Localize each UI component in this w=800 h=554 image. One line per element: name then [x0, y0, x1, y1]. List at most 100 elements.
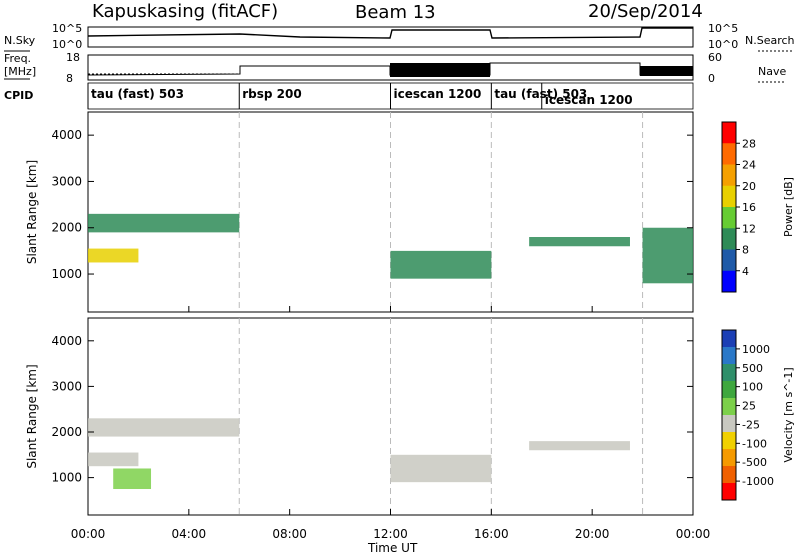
cpid-segment-label: tau (fast) 503	[91, 87, 184, 101]
cpid-segments: tau (fast) 503 rbsp 200 icescan 1200 tau (f…	[87, 83, 633, 109]
nsky-trace	[87, 27, 693, 39]
power-cbar-swatch	[722, 164, 736, 187]
nsky-label: N.Sky	[4, 34, 36, 47]
vel-cbar-swatch	[722, 466, 736, 484]
nave-tick-60: 60	[708, 51, 722, 64]
time-tick-label: 04:00	[172, 527, 207, 541]
cpid-segment-label: rbsp 200	[242, 87, 301, 101]
power-cbar-tick-label: 4	[742, 265, 749, 278]
velocity-echo-band	[88, 452, 139, 467]
power-cbar-swatch	[722, 143, 736, 165]
power-ytick-label: 3000	[51, 174, 82, 188]
vel-cbar-swatch	[722, 432, 736, 450]
vel-cbar-tick-label: -500	[742, 456, 767, 469]
power-ytick-label: 4000	[51, 128, 82, 142]
power-echo-band	[529, 237, 630, 247]
vel-cbar-tick-label: 1000	[742, 343, 770, 356]
velocity-panel: 1000 2000 3000 4000 Slant Range [km]	[25, 317, 694, 516]
nave-trace	[88, 62, 640, 75]
freq-tick-8: 8	[66, 72, 73, 85]
vel-cbar-swatch	[722, 330, 736, 348]
power-echo-band	[390, 250, 492, 279]
power-cbar-swatch	[722, 207, 736, 229]
vel-cbar-tick-label: -25	[742, 418, 760, 431]
time-tick-label: 20:00	[575, 527, 610, 541]
freq-label: Freq.	[4, 52, 31, 65]
power-cbar-tick-label: 28	[742, 137, 756, 150]
power-echo-band	[642, 227, 693, 284]
vel-cbar-tick-label: -100	[742, 437, 767, 450]
velocity-echo-band	[88, 418, 240, 437]
vel-cbar-swatch	[722, 483, 736, 501]
nave-dense-block-2	[640, 66, 693, 76]
vel-cbar-tick-label: -1000	[742, 475, 774, 488]
cpid-label: CPID	[4, 89, 33, 102]
x-axis-label: Time UT	[367, 541, 418, 554]
power-cbar-label: Power [dB]	[782, 177, 795, 237]
nave-tick-0: 0	[708, 72, 715, 85]
vel-cbar-swatch	[722, 364, 736, 382]
power-panel: 1000 2000 3000 4000 Slant Range [km]	[25, 111, 694, 313]
beam-label: Beam 13	[355, 2, 436, 23]
cpid-segment-label: icescan 1200	[545, 93, 633, 107]
vel-cbar-tick-label: 25	[742, 400, 756, 413]
power-cbar-tick-label: 8	[742, 244, 749, 257]
power-cbar-swatch	[722, 249, 736, 272]
vel-cbar-swatch	[722, 381, 736, 399]
time-tick-label: 00:00	[676, 527, 711, 541]
time-tick-label: 00:00	[71, 527, 106, 541]
time-axis: 00:00 04:00 08:00 12:00 16:00 20:00 00:00	[71, 527, 711, 541]
cpid-segment-label: tau (fast) 503	[494, 87, 587, 101]
power-cbar-swatch	[722, 185, 736, 208]
nave-dense-block-1	[390, 63, 490, 77]
power-cbar-swatch	[722, 270, 736, 293]
noise-axis-bottom: 10^0	[52, 38, 82, 51]
velocity-echo-band	[529, 441, 630, 451]
velocity-colorbar: 1000 500 100 25 -25 -100 -500 -1000 Velocity [m …	[721, 329, 795, 501]
power-cbar-tick-label: 16	[742, 201, 756, 214]
power-cbar-swatch	[722, 122, 736, 144]
freq-tick-18: 18	[66, 51, 80, 64]
noise-panel-frame	[87, 26, 694, 48]
velocity-frame	[87, 317, 694, 516]
power-cbar-swatch	[722, 228, 736, 250]
vel-cbar-tick-label: 100	[742, 381, 763, 394]
nsearch-label: N.Search	[745, 34, 795, 47]
vel-cbar-swatch	[722, 398, 736, 416]
power-cbar-tick-label: 20	[742, 180, 756, 193]
noise-axis-top: 10^5	[52, 22, 82, 35]
noise-axis-right-bottom: 10^0	[708, 38, 738, 51]
power-cbar-tick-label: 12	[742, 222, 756, 235]
noise-axis-right-top: 10^5	[708, 22, 738, 35]
vel-cbar-swatch	[722, 449, 736, 467]
date-label: 20/Sep/2014	[588, 1, 703, 22]
vel-cbar-swatch	[722, 415, 736, 433]
vel-cbar-tick-label: 500	[742, 362, 763, 375]
freq-unit-label: [MHz]	[4, 65, 36, 78]
time-tick-label: 08:00	[272, 527, 307, 541]
vel-cbar-label: Velocity [m s^-1]	[782, 367, 795, 462]
vel-cbar-swatch	[722, 347, 736, 365]
power-echo-band	[88, 213, 240, 233]
power-ytick-label: 2000	[51, 221, 82, 235]
velocity-ylabel: Slant Range [km]	[25, 364, 39, 468]
velocity-ytick-label: 1000	[51, 471, 82, 485]
power-echo-band	[88, 248, 139, 263]
station-title: Kapuskasing (fitACF)	[92, 1, 278, 22]
velocity-echo-band	[390, 454, 492, 483]
power-ytick-label: 1000	[51, 267, 82, 281]
vel-cbar-frame	[721, 329, 737, 501]
power-ylabel: Slant Range [km]	[25, 160, 39, 264]
power-colorbar: 4 8 12 16 20 24 28 Power [dB]	[721, 121, 795, 293]
nave-label: Nave	[758, 65, 786, 78]
power-cbar-tick-label: 24	[742, 159, 756, 172]
velocity-ytick-label: 3000	[51, 379, 82, 393]
time-tick-label: 16:00	[474, 527, 509, 541]
velocity-ytick-label: 4000	[51, 334, 82, 348]
time-tick-label: 12:00	[373, 527, 408, 541]
velocity-ytick-label: 2000	[51, 425, 82, 439]
velocity-echo-band	[113, 468, 152, 490]
cpid-segment-label: icescan 1200	[394, 87, 482, 101]
